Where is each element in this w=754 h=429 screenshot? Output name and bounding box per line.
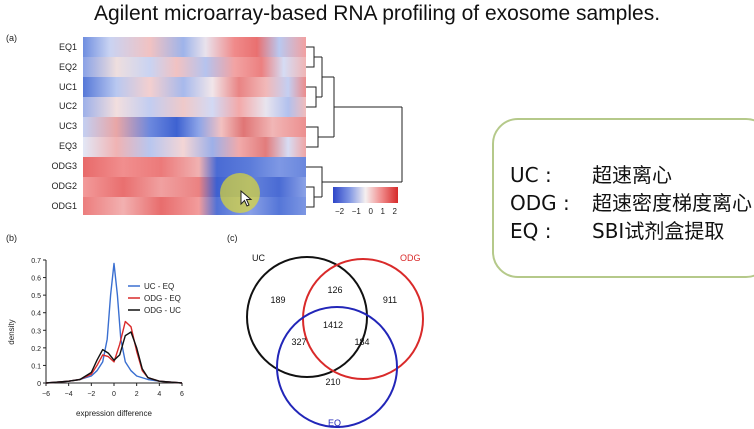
note-line-uc: UC : 超速离心 [510,159,672,188]
note-value: SBI试剂盒提取 [592,219,725,243]
venn-count-odg-eq: 184 [354,337,369,347]
venn-label-uc: UC [252,253,265,263]
heatmap-row-eq2 [83,57,306,77]
legend-label-odg-uc: ODG - UC [144,306,181,315]
row-label-uc2: UC2 [58,101,77,111]
row-label-eq3: EQ3 [58,141,77,151]
panel-c-label: (c) [227,233,238,243]
dendrogram [306,46,403,208]
y-tick-label: 0.5 [31,293,41,300]
colorbar [333,187,398,203]
heatmap-row-odg3 [83,157,306,177]
annotation-box: UC : 超速离心 ODG : 超速密度梯度离心 EQ : SBI试剂盒提取 [492,118,754,278]
colorbar-tick: −1 [351,207,361,216]
row-label-odg2: ODG2 [51,181,77,191]
row-label-uc3: UC3 [58,121,77,131]
heatmap-row-odg1 [83,197,306,215]
slide-title: Agilent microarray-based RNA profiling o… [93,2,661,25]
mouse-pointer-icon [240,190,253,207]
density-chart: 0 0.1 0.2 0.3 0.4 0.5 0.6 0.7 −6 −4 −2 0 2 4 6 densit… [7,258,184,418]
row-label-odg1: ODG1 [51,201,77,211]
legend-label-uc-eq: UC - EQ [144,282,174,291]
panel-b-label: (b) [6,233,17,243]
y-axis-label: density [7,319,16,344]
note-line-odg: ODG : 超速密度梯度离心 [510,187,752,216]
colorbar-ticks: −2 −1 0 1 2 [335,207,397,216]
y-tick-label: 0.6 [31,276,41,283]
chart-legend: UC - EQ ODG - EQ ODG - UC [128,282,181,315]
venn-count-uc-odg: 126 [327,285,342,295]
heatmap-row-odg2 [83,177,306,197]
x-tick-label: 0 [112,391,116,398]
y-tick-label: 0.1 [31,363,41,370]
venn-diagram: UC ODG EQ 189 126 911 1412 327 184 210 [246,253,424,428]
venn-count-uc-eq: 327 [291,337,306,347]
note-value: 超速离心 [592,163,672,187]
venn-circle-uc [246,256,368,378]
heatmap-row-uc1 [83,77,306,97]
cursor-highlight [220,173,260,213]
heatmap-row-uc2 [83,97,306,117]
colorbar-tick: −2 [335,207,345,216]
heatmap [83,37,306,215]
venn-label-odg: ODG [400,253,421,263]
heatmap-row-eq3 [83,137,306,157]
x-tick-label: −6 [42,391,50,398]
colorbar-tick: 0 [368,207,373,216]
note-line-eq: EQ : SBI试剂盒提取 [510,215,724,244]
heatmap-row-eq1 [83,37,306,57]
density-line-2 [45,331,183,384]
x-tick-label: 6 [180,391,184,398]
heatmap-row-uc3 [83,117,306,137]
note-value: 超速密度梯度离心 [592,191,752,215]
venn-count-eq-only: 210 [325,377,340,387]
venn-label-eq: EQ [328,418,341,428]
row-label-eq1: EQ1 [58,42,77,52]
venn-count-odg-only: 911 [383,295,397,305]
note-key: ODG : [510,191,570,215]
x-tick-label: −4 [65,391,73,398]
colorbar-tick: 1 [380,207,385,216]
note-key: UC : [510,163,552,187]
colorbar-tick: 2 [392,207,397,216]
panel-a-label: (a) [6,33,17,43]
density-line-0 [45,262,183,384]
x-axis-label: expression difference [76,409,152,418]
density-line-1 [45,320,183,384]
venn-count-uc-only: 189 [270,295,285,305]
legend-label-odg-eq: ODG - EQ [144,294,181,303]
y-tick-label: 0.7 [31,258,41,265]
note-key: EQ : [510,219,552,243]
x-tick-label: 4 [157,391,161,398]
row-label-uc1: UC1 [58,82,77,92]
venn-count-all: 1412 [323,320,343,330]
x-tick-label: −2 [87,391,95,398]
venn-circle-odg [302,258,424,380]
row-label-eq2: EQ2 [58,62,77,72]
row-label-odg3: ODG3 [51,161,77,171]
y-tick-label: 0.3 [31,328,41,335]
venn-circle-eq [276,306,398,428]
y-tick-label: 0 [37,381,41,388]
y-tick-label: 0.4 [31,311,41,318]
x-tick-label: 2 [135,391,139,398]
y-tick-label: 0.2 [31,346,41,353]
